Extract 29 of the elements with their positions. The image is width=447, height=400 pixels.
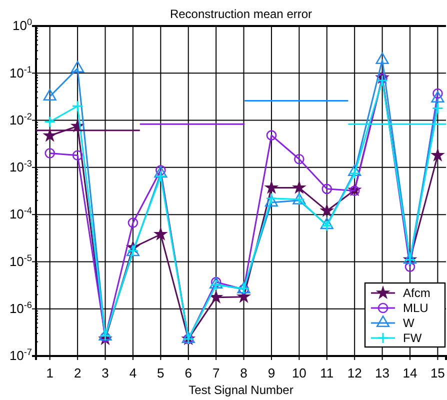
- legend-label: W: [403, 316, 415, 330]
- x-tick-label: 3: [102, 365, 109, 380]
- y-tick-label: 10$^{-4}$: [9, 206, 32, 222]
- x-tick-label: 7: [212, 365, 220, 380]
- x-tick-label: 11: [320, 365, 334, 380]
- x-tick-label: 5: [157, 365, 164, 380]
- legend-label: Afcm: [403, 286, 430, 300]
- x-axis-title: Test Signal Number: [188, 383, 294, 397]
- y-tick-label: 10$^{-6}$: [9, 300, 32, 316]
- legend-label: MLU: [403, 301, 428, 316]
- y-tick-label: 10$^{-2}$: [9, 111, 32, 128]
- x-tick-label: 15: [430, 365, 445, 380]
- x-tick-label: 13: [375, 365, 390, 380]
- y-tick-label: 10$^{-3}$: [9, 158, 32, 175]
- y-tick-label: 10$^{0}$: [12, 17, 32, 34]
- y-tick-label: 10$^{-1}$: [9, 64, 32, 80]
- x-tick-label: 8: [240, 365, 248, 380]
- y-tick-label: 10$^{-5}$: [9, 252, 32, 269]
- x-tick-label: 10: [292, 365, 306, 380]
- y-tick-label: 10$^{-7}$: [9, 347, 32, 364]
- legend-label: FW: [403, 331, 422, 346]
- x-tick-label: 9: [268, 365, 276, 380]
- x-tick-label: 14: [402, 365, 418, 380]
- x-tick-label: 4: [129, 365, 137, 380]
- x-tick-label: 1: [46, 365, 54, 380]
- x-tick-label: 2: [74, 365, 82, 380]
- x-tick-label: 12: [347, 365, 362, 380]
- x-tick-label: 6: [184, 365, 192, 380]
- chart-title: Reconstruction mean error: [170, 7, 312, 21]
